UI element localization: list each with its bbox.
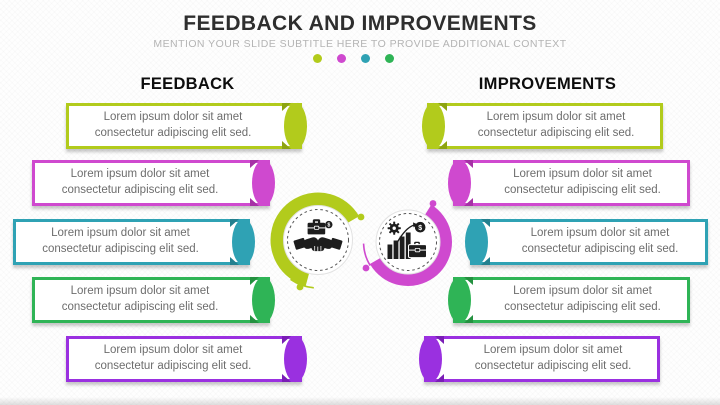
feedback-item-5: Lorem ipsum dolor sit amet consectetur a… xyxy=(66,336,307,382)
improvements-badge: $ xyxy=(362,196,454,288)
feedback-item-4: Lorem ipsum dolor sit amet consectetur a… xyxy=(32,277,275,323)
feedback-item-1: Lorem ipsum dolor sit amet consectetur a… xyxy=(66,103,307,149)
feedback-item-text: Lorem ipsum dolor sit amet consectetur a… xyxy=(61,168,219,196)
ribbon-fold xyxy=(419,336,444,382)
ribbon-fold xyxy=(448,277,473,323)
gear-icon xyxy=(387,221,401,235)
feedback-item-text: Lorem ipsum dolor sit amet consectetur a… xyxy=(94,344,252,372)
ribbon-fold xyxy=(282,103,307,149)
feedback-item-text: Lorem ipsum dolor sit amet consectetur a… xyxy=(42,227,199,255)
improvements-item-text: Lorem ipsum dolor sit amet consectetur a… xyxy=(474,344,632,372)
ribbon-fold xyxy=(250,160,275,206)
improvements-item-3: Lorem ipsum dolor sit amet consectetur a… xyxy=(465,219,708,265)
ribbon-fold xyxy=(422,103,447,149)
svg-text:$: $ xyxy=(327,223,330,229)
improvements-item-text: Lorem ipsum dolor sit amet consectetur a… xyxy=(521,227,679,255)
improvements-item-text: Lorem ipsum dolor sit amet consectetur a… xyxy=(504,285,661,313)
feedback-item-2: Lorem ipsum dolor sit amet consectetur a… xyxy=(32,160,275,206)
finance-growth-icon: $ xyxy=(387,221,427,259)
accent-dots xyxy=(0,54,713,63)
improvements-item-1: Lorem ipsum dolor sit amet consectetur a… xyxy=(422,103,663,149)
ribbon-fold xyxy=(448,160,473,206)
center-badges: $ xyxy=(269,191,454,291)
accent-dot xyxy=(384,54,394,63)
feedback-item-text: Lorem ipsum dolor sit amet consectetur a… xyxy=(61,285,219,313)
feedback-item-3: Lorem ipsum dolor sit amet consectetur a… xyxy=(13,219,255,265)
feedback-heading: FEEDBACK xyxy=(140,75,235,93)
accent-dot xyxy=(360,54,370,63)
handshake-icon: $ xyxy=(293,219,343,252)
feedback-badge: $ xyxy=(269,191,367,291)
improvements-item-4: Lorem ipsum dolor sit amet consectetur a… xyxy=(448,277,690,323)
feedback-item-text: Lorem ipsum dolor sit amet consectetur a… xyxy=(94,111,252,139)
svg-text:$: $ xyxy=(418,225,422,232)
ribbon-fold xyxy=(250,277,275,323)
improvements-item-2: Lorem ipsum dolor sit amet consectetur a… xyxy=(448,160,690,206)
bottom-shadow xyxy=(0,397,720,405)
improvements-item-5: Lorem ipsum dolor sit amet consectetur a… xyxy=(419,336,660,382)
slide-subtitle: MENTION YOUR SLIDE SUBTITLE HERE TO PROV… xyxy=(153,38,567,50)
improvements-heading: IMPROVEMENTS xyxy=(478,75,617,93)
ribbon-fold xyxy=(465,219,490,265)
improvements-item-text: Lorem ipsum dolor sit amet consectetur a… xyxy=(504,168,661,196)
ribbon-fold xyxy=(282,336,307,382)
accent-dot xyxy=(312,54,322,63)
improvements-item-text: Lorem ipsum dolor sit amet consectetur a… xyxy=(477,111,635,139)
accent-dot xyxy=(336,54,346,63)
ribbon-fold xyxy=(230,219,255,265)
dollar-coin-icon xyxy=(414,221,426,233)
slide-title: FEEDBACK AND IMPROVEMENTS xyxy=(183,12,537,35)
